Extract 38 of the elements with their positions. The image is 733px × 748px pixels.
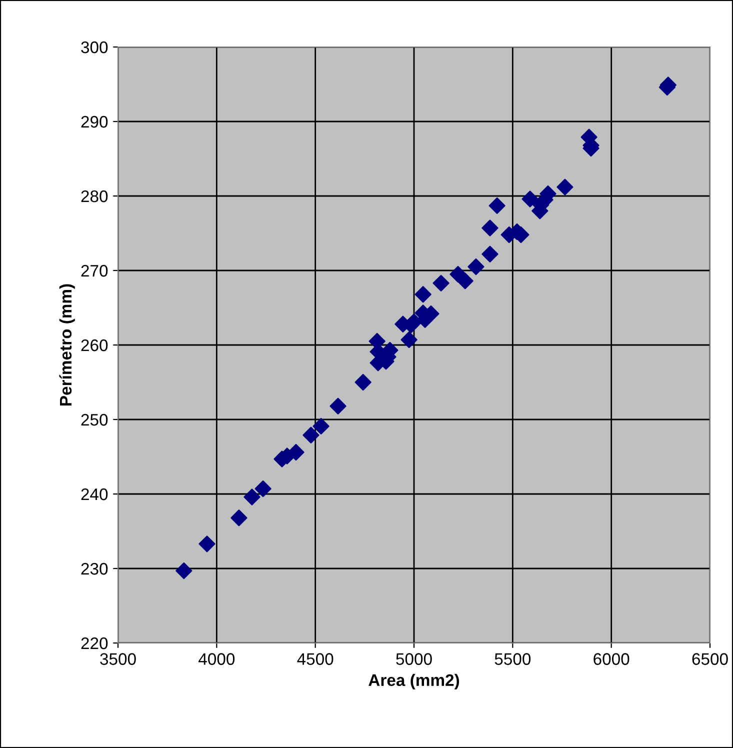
y-tick-label: 240 (81, 488, 108, 500)
y-tick-label: 230 (81, 562, 108, 575)
y-tick-label: 300 (81, 41, 108, 54)
point (312, 418, 330, 435)
point (176, 562, 192, 580)
point (522, 190, 538, 208)
y-tick-label: 250 (81, 414, 108, 426)
x-axis-title: Area (mm2) (368, 674, 460, 690)
point (302, 426, 320, 444)
point (556, 178, 574, 196)
y-tick-label: 260 (81, 339, 108, 352)
x-tick-label: 4000 (198, 653, 235, 665)
point (288, 444, 304, 461)
x-tick-label: 5500 (494, 653, 531, 665)
point (482, 220, 498, 236)
y-tick-label: 220 (81, 637, 108, 650)
point (456, 272, 474, 290)
y-tick-label: 270 (81, 264, 108, 277)
point (488, 197, 506, 214)
x-tick-label: 6000 (594, 653, 630, 665)
point (432, 274, 450, 292)
point (354, 374, 372, 391)
x-tick-label: 3500 (100, 653, 136, 665)
y-tick-label: 290 (81, 116, 108, 128)
point (330, 398, 346, 414)
x-tick-label: 6500 (692, 653, 728, 665)
x-tick-label: 5000 (396, 653, 432, 665)
point (254, 480, 272, 498)
x-tick-label: 4500 (297, 653, 334, 665)
point (244, 488, 260, 506)
point (400, 331, 418, 348)
point (482, 246, 498, 262)
point (230, 510, 248, 526)
y-tick-label: 280 (81, 190, 108, 202)
point (198, 536, 216, 552)
point (414, 286, 432, 303)
y-axis-title: Perímetro (mm) (59, 284, 75, 406)
point (468, 258, 484, 276)
